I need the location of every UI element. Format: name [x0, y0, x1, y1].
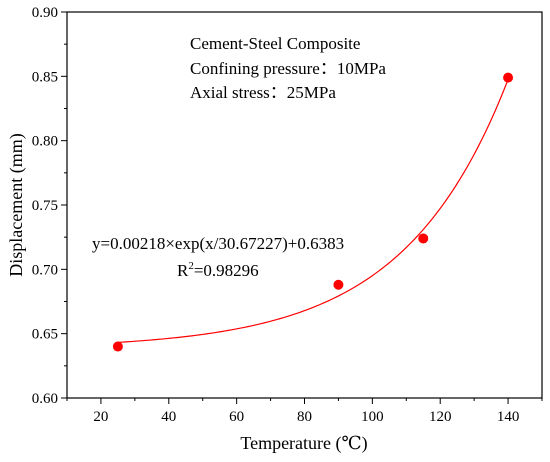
fit-curve [117, 79, 509, 343]
data-points [112, 72, 514, 352]
data-point [333, 279, 344, 290]
x-tick-label: 60 [229, 409, 244, 425]
x-tick-label: 20 [93, 409, 108, 425]
x-axis-ticks: 20 40 60 80 100 120 140 [66, 398, 543, 425]
data-point [112, 341, 123, 352]
fit-equation: y=0.00218×exp(x/30.67227)+0.6383 [92, 234, 344, 253]
y-tick-label: 0.70 [32, 262, 58, 278]
data-point [503, 72, 514, 83]
x-tick-label: 40 [161, 409, 176, 425]
y-tick-label: 0.65 [32, 327, 58, 343]
annotation-line-3: Axial stress：25MPa [190, 83, 336, 102]
r2-value: =0.98296 [194, 261, 259, 280]
y-tick-label: 0.85 [32, 69, 58, 85]
fit-r-squared: R2=0.98296 [177, 260, 259, 280]
y-tick-label: 0.75 [32, 198, 58, 214]
annotation-line-2: Confining pressure：10MPa [190, 59, 386, 78]
x-tick-label: 140 [497, 409, 520, 425]
y-axis-label: Displacement (mm) [6, 133, 27, 276]
y-axis-ticks: 0.60 0.65 0.70 0.75 0.80 0.85 0.90 [32, 5, 67, 407]
x-tick-label: 80 [297, 409, 312, 425]
data-point [418, 233, 429, 244]
y-tick-label: 0.80 [32, 134, 58, 150]
r2-label: R [177, 261, 189, 280]
r2-superscript: 2 [188, 260, 194, 272]
x-tick-label: 120 [429, 409, 452, 425]
y-tick-label: 0.90 [32, 5, 58, 21]
x-axis-label: Temperature (℃) [240, 433, 367, 454]
annotation-line-1: Cement-Steel Composite [190, 34, 360, 53]
x-tick-label: 100 [361, 409, 384, 425]
y-tick-label: 0.60 [32, 391, 58, 407]
